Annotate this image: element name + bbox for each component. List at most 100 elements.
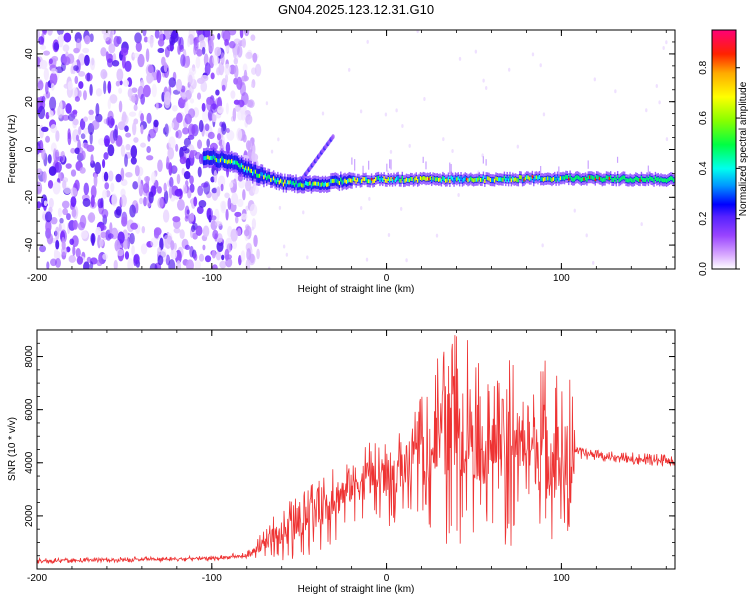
spectrogram-speckle <box>541 243 544 248</box>
spectrogram-noise-blob <box>143 36 148 43</box>
spectrogram-noise-blob <box>118 87 123 94</box>
spectrogram-track-core <box>421 176 423 181</box>
spectrogram-speckle <box>531 52 535 57</box>
spectrogram-noise-blob <box>37 181 43 195</box>
spectrogram-track-core <box>359 179 362 184</box>
spectrogram-noise-blob <box>236 127 243 141</box>
spectrogram-noise-blob <box>177 36 182 46</box>
spectrogram-noise-blob <box>233 38 241 44</box>
spectrogram-track-core <box>537 176 539 181</box>
spectrogram-noise-blob <box>184 205 190 219</box>
spectrogram-noise-blob <box>124 125 129 132</box>
spectrogram-noise-blob <box>78 147 84 156</box>
spectrogram-noise-blob <box>163 62 168 73</box>
spectrogram-noise-blob <box>179 229 185 240</box>
spectrogram-noise-blob <box>90 232 96 245</box>
spectrogram-track-core <box>509 175 511 180</box>
spectrogram-noise-blob <box>58 222 62 232</box>
spectrogram-track-core <box>604 177 606 182</box>
spectrogram-speckle <box>395 108 398 113</box>
spectrogram-noise-blob <box>99 238 104 247</box>
spectrogram-track-core <box>377 175 380 180</box>
spectrogram-track-core <box>491 178 493 183</box>
spectrogram-noise-blob <box>133 104 138 112</box>
spectrogram-track-core <box>535 175 538 180</box>
spectrogram-noise-blob <box>141 225 146 234</box>
spectrogram-track-core <box>450 175 452 180</box>
spectrogram-noise-blob <box>237 228 242 236</box>
spectrogram-noise-blob <box>107 233 114 239</box>
spectrogram-speckle <box>408 143 411 148</box>
spectrogram-track-core <box>412 178 415 183</box>
spectrogram-speckle <box>277 137 280 142</box>
spectrogram-track-core <box>221 156 223 161</box>
spectrogram-track-core <box>408 178 411 183</box>
spectrogram-noise-blob <box>48 166 57 176</box>
spectrogram-track-core <box>437 177 440 182</box>
spectrogram-noise-blob <box>182 127 189 135</box>
spectrogram-noise-blob <box>232 48 237 59</box>
spectrogram-speckle <box>593 77 597 82</box>
spectrogram-track-core <box>625 177 627 182</box>
spectrogram-noise-blob <box>234 64 239 79</box>
spectrogram-noise-blob <box>107 98 112 110</box>
spectrogram-noise-blob <box>196 30 203 36</box>
spectrogram-noise-blob <box>146 155 154 161</box>
spectrogram-track-core <box>274 178 276 183</box>
spectrogram-track-core <box>575 175 577 180</box>
spectrogram-noise-blob <box>140 243 148 255</box>
spectrogram-noise-blob <box>220 203 227 214</box>
spectrogram-noise-blob <box>200 74 209 82</box>
spectrogram-track-core <box>551 178 553 183</box>
spectrogram-track-core <box>590 175 592 180</box>
spectrogram-speckle <box>250 83 254 88</box>
spectrogram-track-core <box>503 175 506 180</box>
spectrogram-noise-blob <box>188 74 193 85</box>
spectrogram-noise-blob <box>227 197 232 210</box>
spectrogram-noise-blob <box>115 80 121 87</box>
spectrogram-track-core <box>540 177 542 182</box>
spectrogram-track-core <box>653 178 655 183</box>
spectrogram-track-core <box>355 179 357 184</box>
spectrogram-noise-blob <box>151 83 157 98</box>
spectrogram-noise-blob <box>154 30 160 39</box>
spectrogram-track-core <box>493 178 496 183</box>
spectrogram-speckle <box>278 205 282 210</box>
spectrogram-noise-blob <box>87 212 96 223</box>
spectrogram-noise-blob <box>224 73 229 84</box>
spectrogram-noise-blob <box>204 123 210 132</box>
spectrogram-track-spur <box>587 160 589 169</box>
spectrogram-track-core <box>661 178 664 183</box>
spectrogram-noise-blob <box>252 52 258 63</box>
spectrogram-track-core <box>312 182 314 187</box>
spectrogram-noise-blob <box>131 87 138 93</box>
spectrogram-track-peak <box>370 177 374 181</box>
spectrogram-noise-blob <box>241 75 249 82</box>
spectrogram-noise-blob <box>181 167 185 176</box>
spectrogram-noise-blob <box>176 129 182 139</box>
spectrogram-track-core <box>347 179 349 184</box>
spectrogram-noise-blob <box>210 215 217 221</box>
spectrogram-speckle <box>435 233 439 238</box>
spectrogram-track-core <box>386 178 388 183</box>
spectrogram-speckle <box>366 39 369 44</box>
spectrogram-track-core <box>547 176 549 181</box>
spectrogram-noise-blob <box>146 112 152 124</box>
spectrogram-track-core <box>457 176 459 181</box>
spectrogram-noise-blob <box>37 201 42 209</box>
spectrogram-noise-blob <box>102 159 106 169</box>
spectrogram-noise-blob <box>77 221 86 231</box>
spectrogram-noise-blob <box>90 154 94 164</box>
spectrogram-track-core <box>368 179 370 184</box>
spectrogram-noise-blob <box>170 249 178 260</box>
spectrogram-track-core <box>419 176 422 181</box>
spectrogram-noise-blob <box>196 206 204 215</box>
spectrogram-track-peak <box>594 178 598 182</box>
spectrogram-noise-blob <box>251 153 259 162</box>
spectrogram-track-core <box>628 178 630 183</box>
spectrogram-noise-blob <box>180 54 186 67</box>
spectrogram-track-core <box>229 160 232 165</box>
spectrogram-noise-blob <box>140 142 146 148</box>
spectrogram-noise-blob <box>201 46 206 55</box>
spectrogram-noise-blob <box>172 105 178 112</box>
